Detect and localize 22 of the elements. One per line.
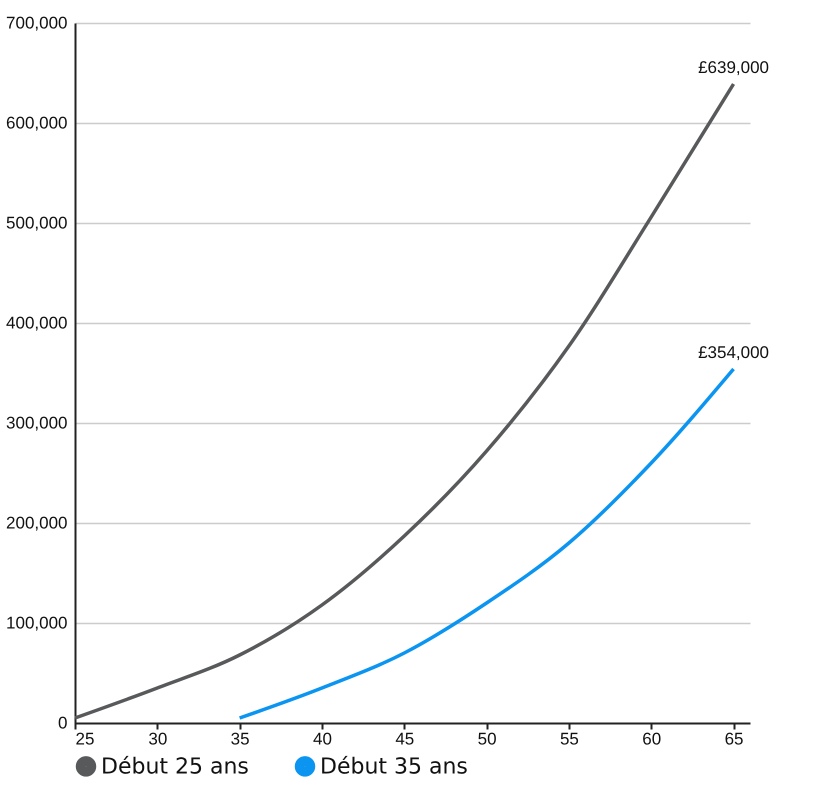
x-tick-label: 60 [642, 730, 662, 748]
legend-label: Début 35 ans [320, 754, 468, 780]
y-tick-label: 500,000 [6, 214, 68, 232]
x-tick-label: 65 [724, 730, 744, 748]
y-tick-label: 600,000 [6, 114, 68, 132]
annotation: £354,000 [698, 343, 769, 362]
x-tick-label: 55 [560, 730, 579, 748]
x-tick-label: 30 [148, 730, 168, 748]
y-tick-label: 100,000 [6, 614, 68, 632]
y-tick-label: 300,000 [6, 414, 68, 432]
y-tick-label: 200,000 [6, 514, 68, 532]
y-tick-label: 400,000 [6, 314, 68, 332]
line-series [238, 367, 736, 720]
y-tick-label: 0 [58, 714, 68, 732]
x-tick-label: 35 [230, 730, 250, 748]
x-tick-label: 40 [312, 730, 332, 748]
x-tick-label: 45 [395, 730, 414, 748]
y-tick-label: 700,000 [6, 14, 68, 32]
legend-label: Début 25 ans [101, 754, 249, 780]
x-tick-label: 25 [76, 730, 94, 748]
annotation: £639,000 [698, 58, 769, 77]
x-tick-label: 50 [478, 730, 497, 748]
